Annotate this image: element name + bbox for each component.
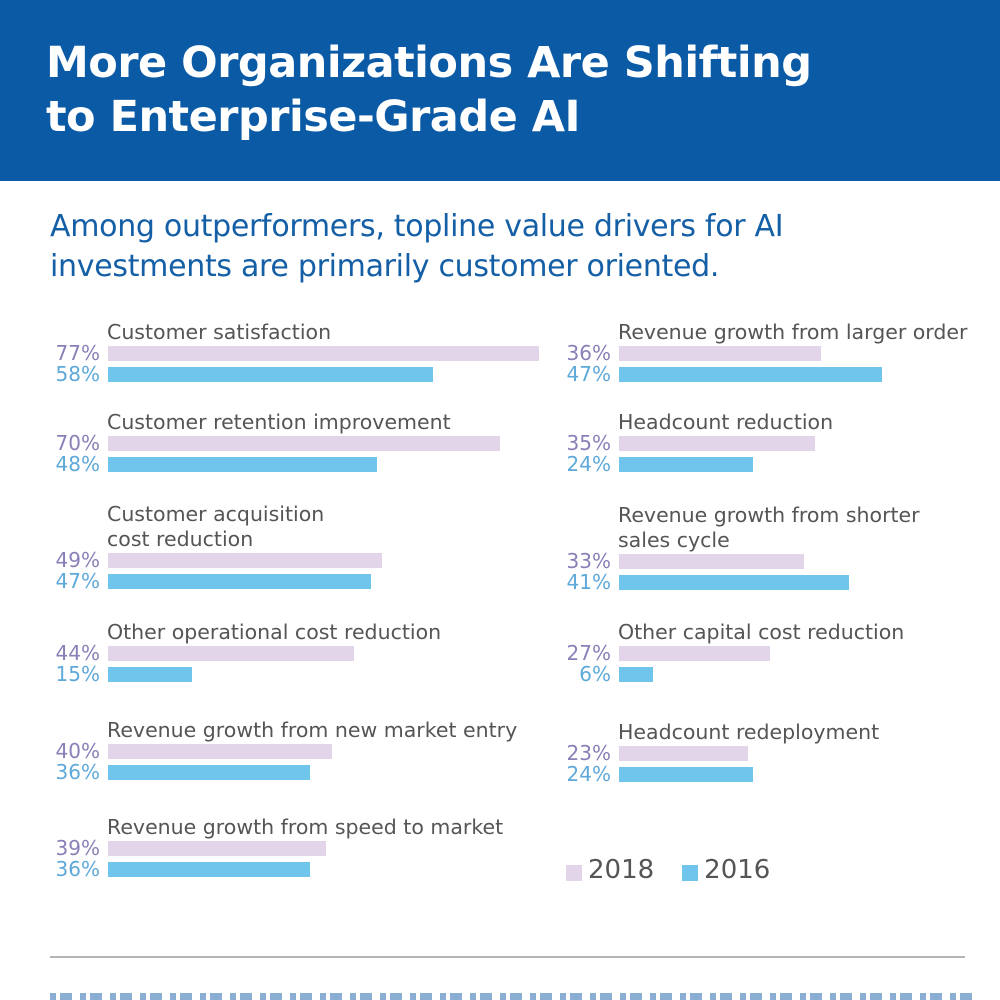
value-label-2016: 36% xyxy=(55,760,100,784)
bar-2018 xyxy=(108,436,500,451)
category-label: Revenue growth from larger order xyxy=(618,320,968,344)
value-label-2016: 15% xyxy=(55,662,100,686)
bar-2016 xyxy=(108,765,310,780)
value-label-2016: 47% xyxy=(55,569,100,593)
bar-2016 xyxy=(108,457,377,472)
bar-2018 xyxy=(108,744,332,759)
bar-2018 xyxy=(108,841,327,856)
next-section-heading-cropped xyxy=(50,993,980,1000)
value-label-2018: 35% xyxy=(566,431,611,455)
bar-2018 xyxy=(619,346,821,361)
legend-item-2016: 2016 xyxy=(682,855,770,885)
chart-legend: 2018 2016 xyxy=(566,855,798,885)
legend-item-2018: 2018 xyxy=(566,855,654,885)
bar-2016 xyxy=(619,767,754,782)
bar-2016 xyxy=(108,667,192,682)
value-label-2016: 47% xyxy=(566,362,611,386)
value-label-2018: 70% xyxy=(55,431,100,455)
bar-2016 xyxy=(108,862,310,877)
category-label: Headcount reduction xyxy=(618,410,834,434)
bar-2016 xyxy=(619,667,653,682)
legend-swatch-2016 xyxy=(682,865,699,881)
bar-2016 xyxy=(108,574,372,589)
value-label-2018: 27% xyxy=(566,641,611,665)
bar-2018 xyxy=(619,436,815,451)
bar-2016 xyxy=(619,367,883,382)
category-label: Other capital cost reduction xyxy=(618,620,905,644)
header-banner: More Organizations Are Shifting to Enter… xyxy=(0,0,1000,181)
value-label-2018: 49% xyxy=(55,548,100,572)
bar-2018 xyxy=(108,646,355,661)
bar-2016 xyxy=(619,457,754,472)
value-label-2016: 48% xyxy=(55,452,100,476)
bar-2018 xyxy=(108,346,540,361)
value-label-2018: 77% xyxy=(55,341,100,365)
value-label-2016: 24% xyxy=(566,452,611,476)
category-label: Customer acquisition cost reduction xyxy=(107,502,325,551)
bar-2018 xyxy=(619,646,771,661)
bar-2016 xyxy=(619,575,849,590)
chart-subtitle: Among outperformers, topline value drive… xyxy=(50,209,784,284)
value-label-2016: 41% xyxy=(566,570,611,594)
title-line-2: to Enterprise-Grade AI xyxy=(46,92,581,142)
value-label-2016: 24% xyxy=(566,762,611,786)
value-label-2016: 36% xyxy=(55,857,100,881)
category-label: Customer retention improvement xyxy=(107,410,451,434)
title-line-1: More Organizations Are Shifting xyxy=(46,38,812,88)
section-divider xyxy=(50,956,965,958)
category-label: Other operational cost reduction xyxy=(107,620,442,644)
value-label-2016: 6% xyxy=(579,662,611,686)
category-label: Headcount redeployment xyxy=(618,720,880,744)
bar-2018 xyxy=(108,553,383,568)
value-label-2018: 39% xyxy=(55,836,100,860)
category-label: Customer satisfaction xyxy=(107,320,332,344)
legend-label-2016: 2016 xyxy=(704,855,771,885)
category-label: Revenue growth from new market entry xyxy=(107,718,518,742)
value-label-2018: 33% xyxy=(566,549,611,573)
bar-2018 xyxy=(619,554,804,569)
category-label: Revenue growth from shorter sales cycle xyxy=(618,503,920,552)
value-label-2018: 23% xyxy=(566,741,611,765)
category-label: Revenue growth from speed to market xyxy=(107,815,504,839)
value-label-2018: 36% xyxy=(566,341,611,365)
value-label-2018: 44% xyxy=(55,641,100,665)
value-label-2016: 58% xyxy=(55,362,100,386)
page-title: More Organizations Are Shifting to Enter… xyxy=(46,36,812,144)
bar-2018 xyxy=(619,746,748,761)
legend-swatch-2018 xyxy=(566,865,582,881)
bar-2016 xyxy=(108,367,433,382)
value-label-2018: 40% xyxy=(55,739,100,763)
legend-label-2018: 2018 xyxy=(588,855,655,885)
